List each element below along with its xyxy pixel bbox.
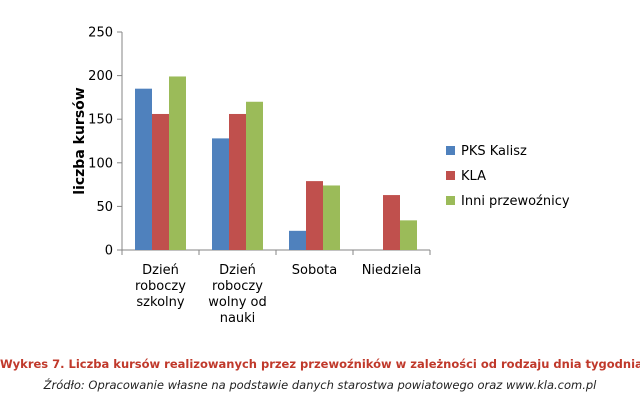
- y-tick-label: 50: [96, 200, 113, 215]
- y-tick-label: 200: [88, 69, 113, 84]
- legend-label: PKS Kalisz: [461, 144, 527, 159]
- x-tick-label: Dzień: [142, 263, 179, 278]
- figure-caption-title: Wykres 7. Liczba kursów realizowanych pr…: [0, 357, 640, 371]
- figure-caption-source: Źródło: Opracowanie własne na podstawie …: [43, 378, 597, 392]
- bar: [152, 113, 169, 250]
- y-tick-label: 0: [105, 244, 113, 259]
- x-tick-label: roboczy: [135, 279, 186, 294]
- bar: [169, 76, 186, 250]
- y-axis-title: liczba kursów: [72, 87, 88, 195]
- x-tick-label: roboczy: [212, 279, 263, 294]
- y-tick-label: 150: [88, 113, 113, 128]
- x-tick-label: nauki: [220, 311, 256, 326]
- x-tick-label: Sobota: [292, 263, 337, 278]
- bar: [400, 220, 417, 250]
- x-tick-label: Dzień: [219, 263, 256, 278]
- y-tick-label: 250: [88, 26, 113, 41]
- y-tick-label: 100: [88, 156, 113, 171]
- x-tick-label: wolny od: [208, 295, 266, 310]
- bar: [246, 101, 263, 250]
- legend-swatch: [446, 171, 455, 180]
- legend-swatch: [446, 196, 455, 205]
- legend-swatch: [446, 146, 455, 155]
- x-tick-label: Niedziela: [362, 263, 422, 278]
- bar: [289, 230, 306, 250]
- bar: [306, 181, 323, 250]
- bar: [323, 185, 340, 250]
- legend-label: KLA: [461, 169, 486, 184]
- bar: [229, 113, 246, 250]
- bar: [135, 88, 152, 251]
- x-tick-label: szkolny: [136, 295, 184, 310]
- bar: [212, 138, 229, 250]
- bar: [383, 195, 400, 250]
- legend-label: Inni przewoźnicy: [461, 194, 570, 209]
